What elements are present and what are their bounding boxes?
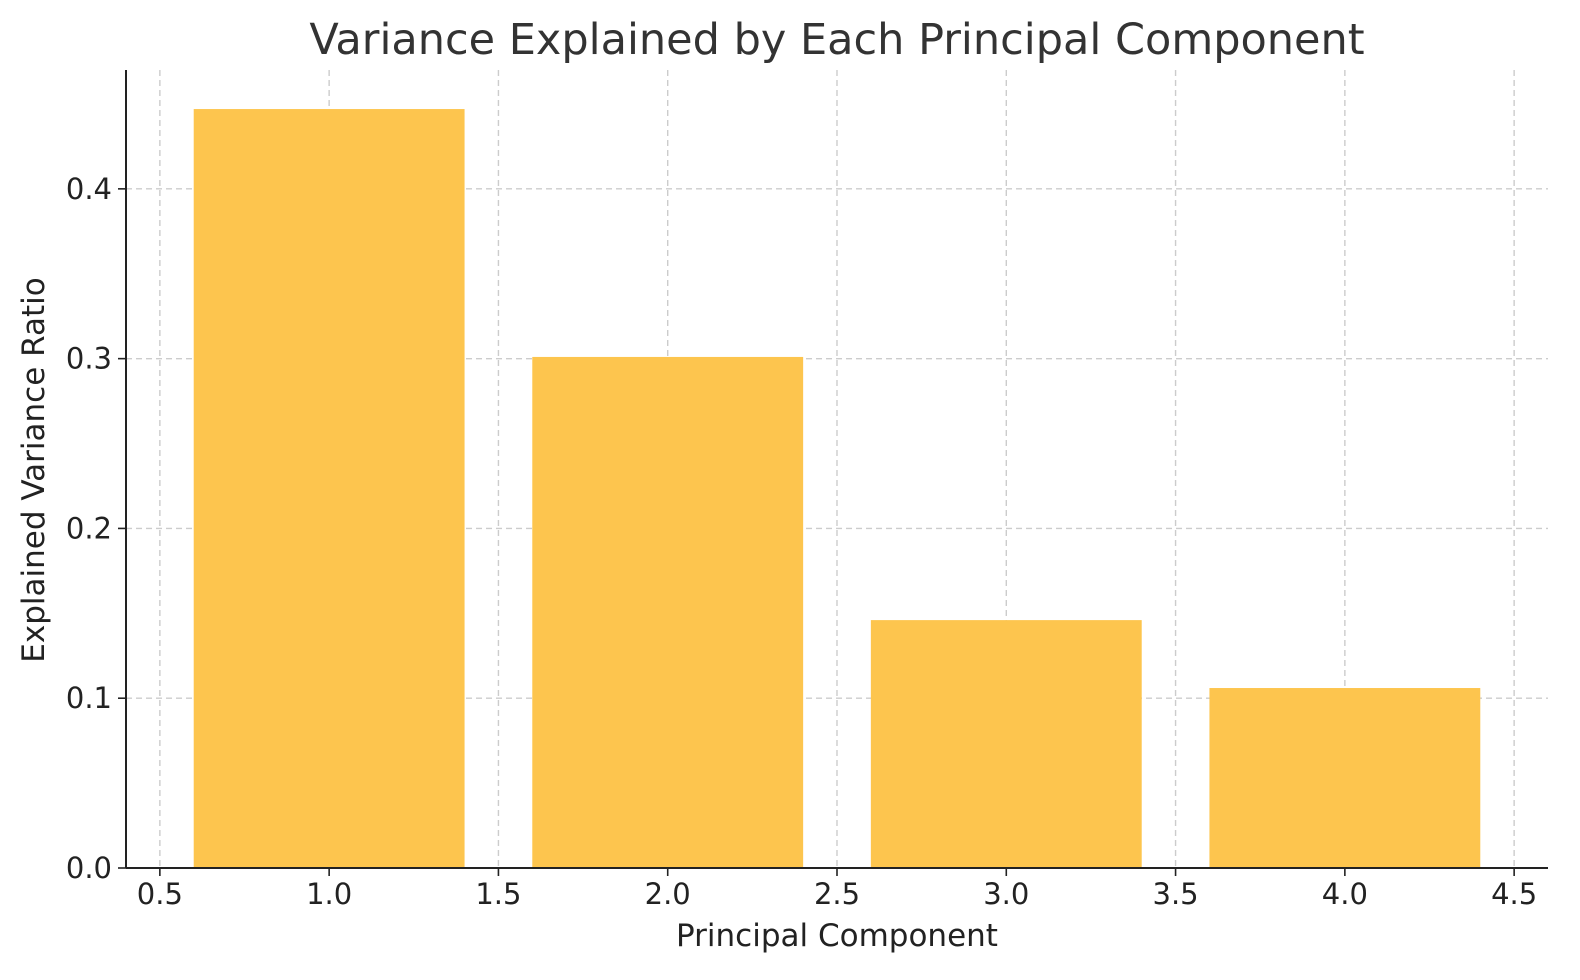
y-tick-label: 0.1 (66, 681, 112, 715)
bar-pc1 (193, 109, 465, 868)
y-axis-label: Explained Variance Ratio (16, 277, 52, 662)
y-tick-label: 0.0 (66, 851, 112, 885)
x-tick-label: 4.5 (1491, 877, 1537, 911)
x-tick-label: 1.5 (475, 877, 521, 911)
x-tick-label: 4.0 (1322, 877, 1368, 911)
x-tick-label: 2.0 (645, 877, 691, 911)
chart-title: Variance Explained by Each Principal Com… (309, 15, 1364, 65)
bar-pc2 (532, 356, 804, 868)
x-tick-label: 1.0 (306, 877, 352, 911)
tick-layer: 0.5 1.0 1.5 2.0 2.5 3.0 3.5 4.0 4.5 0.0 0.1 0.2 0.3 0… (66, 172, 1537, 911)
x-tick-label: 3.5 (1153, 877, 1199, 911)
x-axis-label: Principal Component (676, 918, 998, 954)
y-tick-label: 0.2 (66, 511, 112, 545)
y-tick-label: 0.3 (66, 342, 112, 376)
x-tick-label: 2.5 (814, 877, 860, 911)
bar-pc4 (1209, 688, 1481, 868)
bar-pc3 (870, 620, 1142, 868)
x-tick-label: 0.5 (137, 877, 183, 911)
y-tick-label: 0.4 (66, 172, 112, 206)
bar-layer (193, 109, 1481, 868)
x-tick-label: 3.0 (983, 877, 1029, 911)
